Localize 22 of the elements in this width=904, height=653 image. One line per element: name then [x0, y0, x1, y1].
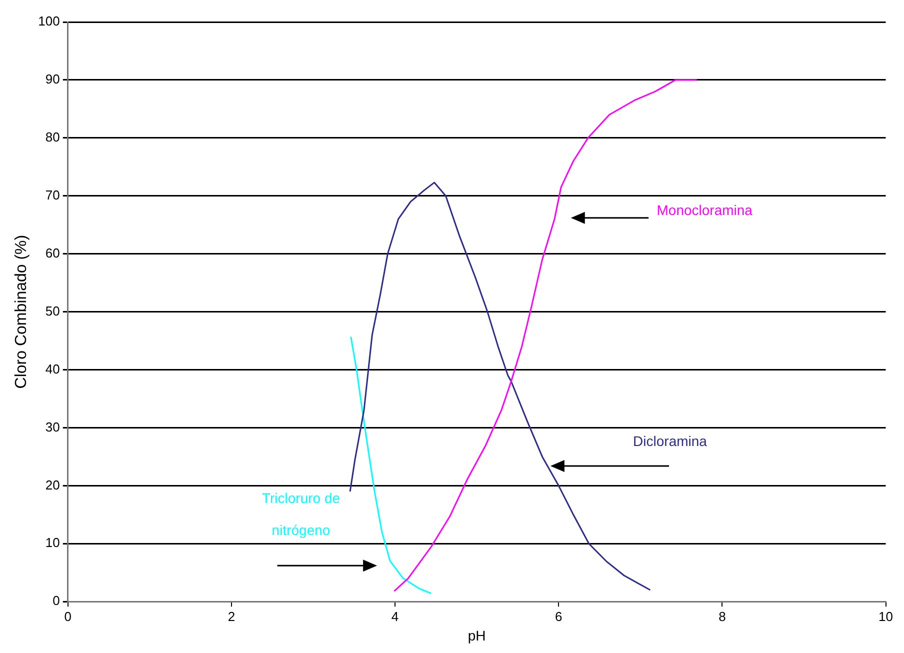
y-tick-label: 40 — [45, 361, 60, 376]
y-tick-label: 100 — [38, 14, 60, 29]
x-tick-label: 10 — [878, 608, 894, 624]
x-tick-label: 6 — [555, 608, 562, 624]
y-tick-label: 70 — [45, 187, 60, 202]
text: Dicloramina — [633, 433, 708, 450]
x-tick-label: 8 — [718, 608, 726, 624]
x-axis-title: pH — [468, 627, 486, 644]
text: Monocloramina — [656, 202, 753, 218]
y-axis-title: Cloro Combinado (%) — [13, 234, 30, 389]
y-tick-label: 0 — [52, 593, 60, 608]
y-tick-label: 10 — [45, 535, 60, 550]
y-tick-label: 60 — [45, 245, 60, 260]
x-tick-label: 4 — [391, 608, 399, 624]
x-tick-label: 0 — [64, 608, 72, 624]
y-tick-label: 80 — [45, 130, 60, 144]
x-tick-label: 2 — [228, 608, 236, 624]
y-tick-label: 30 — [45, 419, 60, 434]
y-tick-label: 20 — [45, 477, 60, 492]
y-tick-label: 90 — [45, 72, 60, 87]
y-tick-label: 50 — [45, 303, 60, 318]
text: Tricloruro de nitrógeno — [262, 490, 340, 538]
